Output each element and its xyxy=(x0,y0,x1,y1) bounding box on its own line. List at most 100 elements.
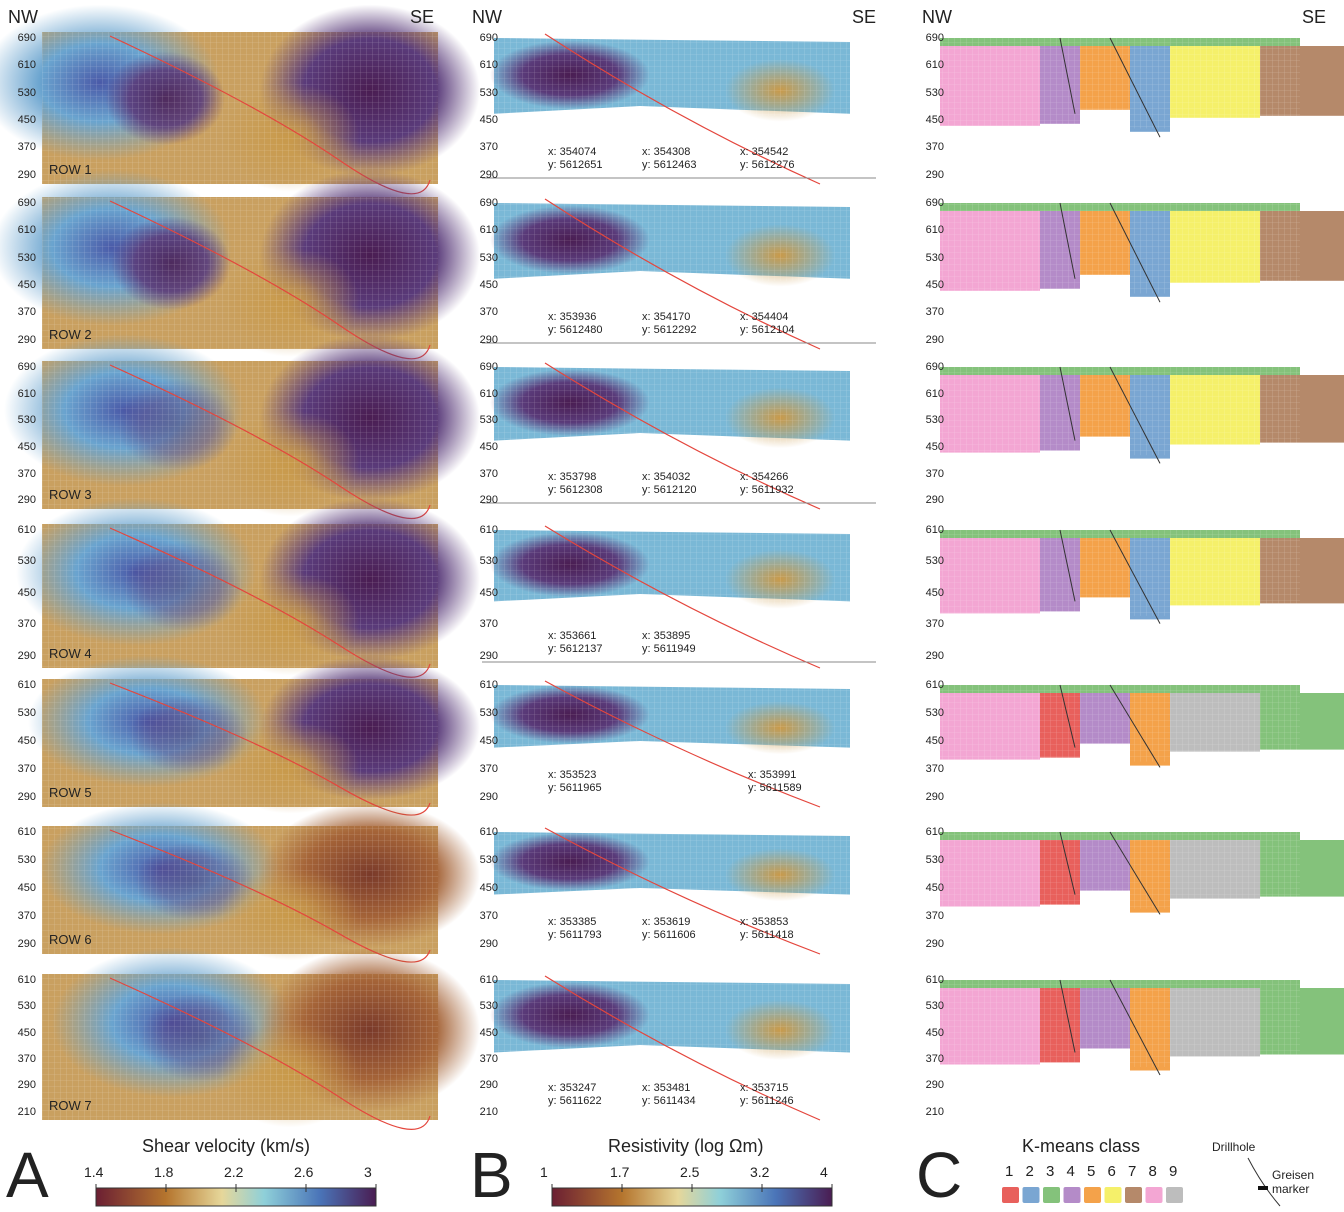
kmeans-class-label-9: 9 xyxy=(1169,1163,1178,1180)
coord-x-row5: x: 353523 xyxy=(548,769,597,781)
coord-x-row7: x: 353247 xyxy=(548,1082,597,1094)
colorbar-title-a: Shear velocity (km/s) xyxy=(142,1136,311,1156)
coord-x-row3: x: 353798 xyxy=(548,471,597,483)
ytick-a-row2: 610 xyxy=(17,224,36,237)
velocity-colorbar-label: 2.2 xyxy=(224,1164,244,1180)
coord-x-row7: x: 353715 xyxy=(740,1082,789,1094)
coord-y-row4: y: 5611949 xyxy=(642,643,696,655)
ytick-c-row6: 370 xyxy=(925,910,944,923)
greisen-marker-legend-label: Greisen marker xyxy=(1272,1168,1315,1196)
ytick-a-row3: 610 xyxy=(17,387,36,400)
ytick-b-row2: 530 xyxy=(479,251,498,264)
panel-b-resistivity xyxy=(482,33,876,1121)
ytick-a-row1: 370 xyxy=(17,141,36,154)
ytick-a-row6: 530 xyxy=(17,854,36,867)
coord-y-row6: y: 5611418 xyxy=(740,929,794,941)
ytick-a-row5: 450 xyxy=(17,735,36,748)
drillhole-trace xyxy=(1059,831,1076,895)
coord-y-row7: y: 5611622 xyxy=(548,1095,602,1107)
ytick-a-row6: 290 xyxy=(17,938,36,951)
kmeans-class-label-5: 5 xyxy=(1087,1163,1096,1180)
coord-x-row2: x: 353936 xyxy=(548,311,597,323)
ytick-c-row3: 290 xyxy=(925,494,944,507)
kmeans-row-1 xyxy=(940,37,1344,138)
nw-label-a: NW xyxy=(8,7,38,27)
resistivity-row-5 xyxy=(490,680,854,808)
ytick-c-row2: 370 xyxy=(925,306,944,319)
velocity-row-1 xyxy=(0,4,480,195)
ytick-a-row7: 450 xyxy=(17,1026,36,1039)
velocity-row-4 xyxy=(16,497,480,678)
drillhole-trace xyxy=(1109,366,1161,464)
kmeans-grid xyxy=(940,980,1300,1067)
nw-label-c: NW xyxy=(922,7,952,27)
ytick-c-row7: 530 xyxy=(925,1000,944,1013)
ytick-b-row7: 530 xyxy=(479,1000,498,1013)
velocity-row-7 xyxy=(42,947,480,1130)
ytick-c-row5: 450 xyxy=(925,735,944,748)
ytick-a-row3: 370 xyxy=(17,467,36,480)
ytick-b-row7: 290 xyxy=(479,1079,498,1092)
ytick-c-row6: 290 xyxy=(925,938,944,951)
resistivity-row-7 xyxy=(490,975,854,1121)
velocity-row-2 xyxy=(0,169,480,360)
kmeans-row-5 xyxy=(940,684,1344,768)
ytick-a-row5: 290 xyxy=(17,791,36,804)
drillhole-trace xyxy=(1109,202,1161,303)
ytick-b-row3: 610 xyxy=(479,387,498,400)
resistivity-row-6 xyxy=(490,827,854,955)
coord-x-row3: x: 354032 xyxy=(642,471,691,483)
ytick-a-row3: 690 xyxy=(17,361,36,373)
ytick-a-row6: 370 xyxy=(17,910,36,923)
kmeans-row-2 xyxy=(940,202,1344,303)
coord-y-row7: y: 5611246 xyxy=(740,1095,794,1107)
greisen-marker-icon xyxy=(1258,1186,1268,1190)
ytick-c-row1: 530 xyxy=(925,86,944,99)
velocity-topography-line xyxy=(109,977,431,1130)
velocity-row-5 xyxy=(28,655,480,816)
ytick-c-row1: 450 xyxy=(925,114,944,127)
resistivity-grid xyxy=(494,367,854,443)
coord-y-row2: y: 5612104 xyxy=(740,324,795,336)
drillhole-legend-label: Drillhole xyxy=(1212,1140,1256,1154)
ytick-b-row3: 530 xyxy=(479,414,498,427)
coord-y-row6: y: 5611793 xyxy=(548,929,602,941)
ytick-c-row4: 450 xyxy=(925,586,944,599)
ytick-b-row4: 450 xyxy=(479,586,498,599)
ytick-c-row6: 450 xyxy=(925,882,944,895)
velocity-colorbar-label: 2.6 xyxy=(294,1164,314,1180)
ytick-a-row6: 610 xyxy=(17,826,36,838)
drillhole-trace xyxy=(1059,529,1076,602)
ytick-b-row4: 290 xyxy=(479,649,498,662)
coord-y-row5: y: 5611965 xyxy=(548,782,602,794)
coord-y-row2: y: 5612292 xyxy=(642,324,697,336)
ytick-a-row7: 210 xyxy=(17,1105,36,1118)
kmeans-swatch-8 xyxy=(1145,1187,1163,1203)
resistivity-grid xyxy=(494,980,854,1055)
coord-x-row2: x: 354404 xyxy=(740,311,789,323)
ytick-b-row5: 610 xyxy=(479,679,498,691)
ytick-a-row3: 450 xyxy=(17,441,36,453)
ytick-c-row5: 610 xyxy=(925,679,944,691)
ytick-a-row1: 290 xyxy=(17,168,36,181)
drillhole-trace xyxy=(1059,684,1076,748)
ytick-c-row5: 290 xyxy=(925,791,944,804)
kmeans-grid xyxy=(940,367,1300,456)
drillhole-trace xyxy=(1109,831,1161,915)
ytick-a-row4: 530 xyxy=(17,555,36,568)
ytick-a-row4: 450 xyxy=(17,586,36,599)
resistivity-topography-line xyxy=(544,33,821,185)
ytick-b-row7: 210 xyxy=(479,1105,498,1118)
ytick-c-row1: 290 xyxy=(925,168,944,181)
coord-y-row2: y: 5612480 xyxy=(548,324,603,336)
ytick-b-row6: 530 xyxy=(479,854,498,867)
ytick-c-row7: 210 xyxy=(925,1105,944,1118)
ytick-c-row5: 530 xyxy=(925,707,944,720)
ytick-c-row6: 610 xyxy=(925,826,944,838)
velocity-colorbar-label: 3 xyxy=(364,1164,372,1180)
kmeans-grid xyxy=(940,530,1300,616)
resistivity-topography-line xyxy=(544,362,821,510)
kmeans-swatch-6 xyxy=(1104,1187,1122,1203)
ytick-b-row2: 690 xyxy=(479,197,498,209)
